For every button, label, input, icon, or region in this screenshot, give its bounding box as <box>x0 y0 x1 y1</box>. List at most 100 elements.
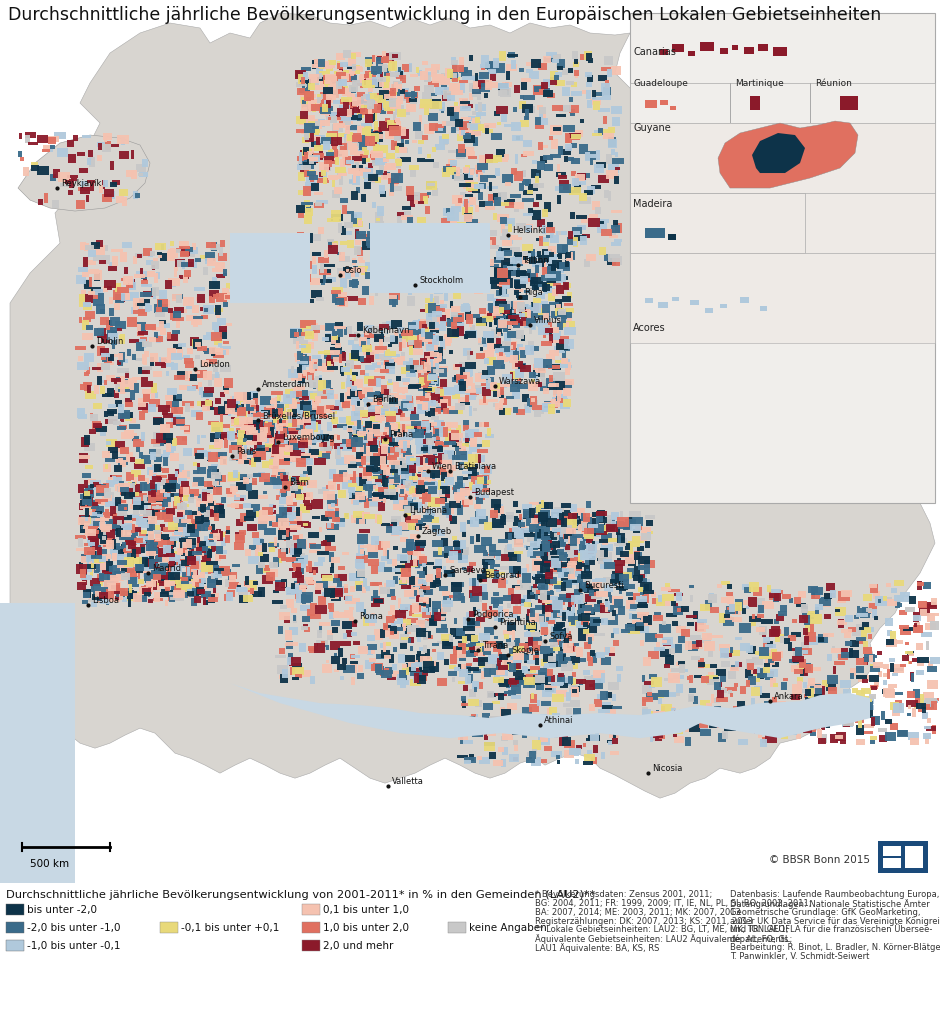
Bar <box>598 557 609 564</box>
Bar <box>528 590 536 594</box>
Bar <box>747 716 752 721</box>
Bar <box>714 707 721 715</box>
Bar <box>253 538 263 545</box>
Bar <box>469 482 473 490</box>
Bar <box>352 621 357 627</box>
Bar <box>447 468 454 471</box>
Bar <box>216 293 227 302</box>
Bar <box>164 493 170 497</box>
Bar <box>121 359 129 363</box>
Bar <box>547 279 559 283</box>
Bar <box>253 504 259 513</box>
Bar <box>275 582 285 590</box>
Bar <box>475 454 481 464</box>
Bar <box>421 447 432 455</box>
Bar <box>97 155 102 161</box>
Bar <box>702 676 710 683</box>
Bar <box>448 500 461 507</box>
Bar <box>149 353 159 362</box>
Bar <box>120 544 127 553</box>
Bar <box>603 524 611 530</box>
Bar <box>107 286 112 290</box>
Bar <box>158 299 162 307</box>
Bar <box>440 496 446 502</box>
Bar <box>357 155 364 158</box>
Bar <box>367 98 378 106</box>
Bar <box>451 90 463 95</box>
Bar <box>92 540 99 550</box>
Bar <box>390 103 396 108</box>
Bar <box>524 256 528 259</box>
Bar <box>181 578 191 581</box>
Bar <box>332 590 343 595</box>
Bar <box>841 651 853 659</box>
Bar <box>181 584 192 592</box>
Bar <box>368 429 380 434</box>
Bar <box>479 71 490 79</box>
Bar <box>121 562 129 572</box>
Bar <box>930 699 937 703</box>
Bar <box>509 755 519 762</box>
Bar <box>245 408 253 415</box>
Bar <box>512 360 521 370</box>
Bar <box>700 729 712 736</box>
Bar <box>202 489 211 496</box>
Bar <box>363 339 370 348</box>
Bar <box>453 582 463 586</box>
Bar <box>133 300 137 309</box>
Bar <box>312 333 318 341</box>
Bar <box>574 556 580 565</box>
Bar <box>449 665 456 670</box>
Bar <box>82 135 91 138</box>
Bar <box>313 60 319 66</box>
Bar <box>400 78 406 83</box>
Bar <box>196 508 200 518</box>
Bar <box>394 332 398 337</box>
Bar <box>470 254 473 263</box>
Bar <box>762 737 765 743</box>
Bar <box>457 321 463 329</box>
Bar <box>309 568 318 573</box>
Bar <box>413 348 423 354</box>
Bar <box>162 304 168 312</box>
Bar <box>499 567 511 571</box>
Bar <box>126 535 134 542</box>
Bar <box>565 526 569 534</box>
Bar <box>118 563 129 568</box>
Bar <box>294 581 300 590</box>
Bar <box>258 517 268 524</box>
Bar <box>850 711 854 716</box>
Bar <box>161 356 171 362</box>
Bar <box>120 487 129 492</box>
Bar <box>397 75 406 79</box>
Bar <box>799 649 808 654</box>
Bar <box>550 595 557 599</box>
Bar <box>154 504 165 510</box>
Bar <box>600 691 608 699</box>
Bar <box>462 77 474 80</box>
Bar <box>286 531 290 537</box>
Bar <box>140 508 147 514</box>
Bar <box>494 613 502 621</box>
Bar <box>539 258 546 266</box>
Bar <box>552 555 559 562</box>
Bar <box>365 126 370 136</box>
Bar <box>271 475 279 483</box>
Bar <box>457 246 463 249</box>
Bar <box>212 470 219 475</box>
Bar <box>394 473 400 483</box>
Bar <box>580 659 587 663</box>
Bar <box>476 509 486 519</box>
Bar <box>119 517 131 526</box>
Bar <box>81 437 89 447</box>
Bar <box>547 322 552 331</box>
Bar <box>425 622 429 628</box>
Bar <box>522 503 532 509</box>
Bar <box>679 636 685 643</box>
Bar <box>285 455 292 459</box>
Bar <box>312 516 321 519</box>
Polygon shape <box>18 135 150 211</box>
Bar <box>121 544 125 550</box>
Bar <box>370 566 378 575</box>
Bar <box>415 364 423 370</box>
